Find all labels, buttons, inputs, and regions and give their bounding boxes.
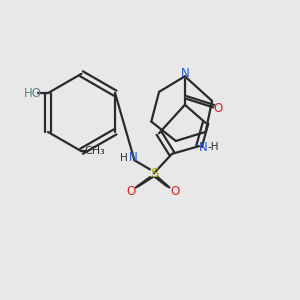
Text: O: O [214,102,223,115]
Text: -H: -H [208,142,219,152]
Text: O: O [170,185,179,198]
Text: O: O [126,185,135,198]
Text: N: N [181,67,189,80]
Text: N: N [129,151,138,164]
Text: S: S [150,167,158,180]
Text: CH₃: CH₃ [84,146,105,156]
Text: H: H [120,153,128,163]
Text: N: N [199,141,207,154]
Text: HO: HO [23,87,41,100]
